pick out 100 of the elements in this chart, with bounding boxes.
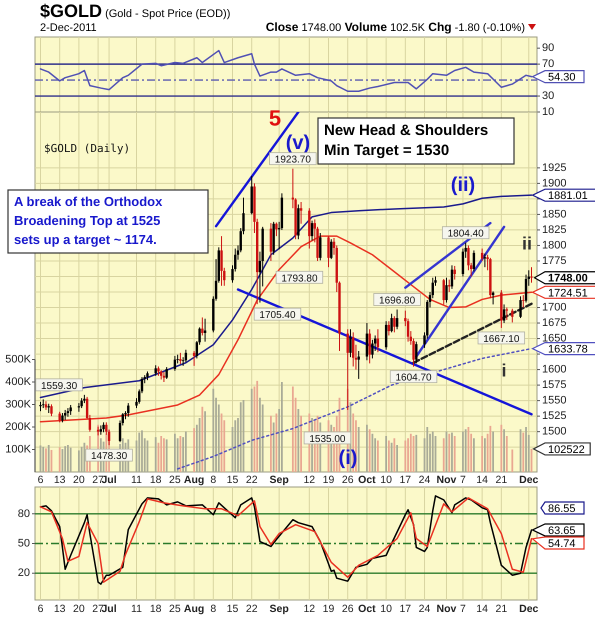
candlestick: [368, 328, 371, 364]
callout-box: New Head & Shoulders Min Target = 1530: [317, 117, 515, 165]
x2-tick-label: 24: [418, 603, 431, 615]
candlestick: [484, 253, 486, 268]
candlestick: [58, 411, 61, 423]
y2-tick-label: 500K: [5, 354, 32, 366]
annotation: ii: [522, 233, 532, 254]
annotation: 1478.30: [90, 451, 128, 462]
candlestick: [61, 412, 64, 423]
candlestick: [165, 366, 168, 380]
y-tick-label: 1650: [542, 332, 566, 345]
annotation: (ii): [450, 174, 476, 196]
annotation: 1667.10: [483, 334, 520, 345]
candlestick: [300, 202, 302, 224]
x-tick-label: 10: [380, 474, 392, 486]
x-tick-label: 24: [418, 474, 431, 486]
annotation: 1804.40: [448, 228, 484, 240]
x2-tick-label: Oct: [358, 603, 376, 615]
annotation: A break of the Orthodox Broadening Top at 1525 sets up a target ~ 1174.: [14, 194, 164, 247]
x-tick-label: 20: [73, 474, 85, 486]
y-tick-label: 80: [18, 508, 30, 520]
y2-tick-label: 300K: [5, 398, 32, 410]
annotation: i: [501, 360, 507, 380]
x2-tick-label: 25: [169, 603, 181, 615]
x-tick-label: 15: [226, 474, 239, 486]
candlestick: [100, 424, 102, 436]
y-tick-label: 1700: [542, 302, 566, 314]
data-label: 1724.51: [548, 287, 588, 300]
chart-subtitle: 2-Dec-2011: [40, 22, 97, 34]
y-tick-label: 1900: [542, 177, 566, 190]
y2-tick-label: 200K: [5, 421, 32, 433]
candlestick: [154, 364, 157, 376]
y-tick-label: 1525: [542, 410, 566, 422]
x2-tick-label: 15: [226, 603, 239, 615]
candlestick: [69, 404, 72, 416]
x2-tick-label: 17: [399, 603, 412, 615]
x-tick-label: 11: [131, 474, 142, 486]
text: 102522: [548, 444, 585, 456]
x-tick-label: 14: [476, 474, 488, 486]
y-tick-label: 1825: [542, 224, 566, 236]
y-tick-label: 1575: [542, 379, 566, 392]
x-tick-label: 25: [169, 474, 181, 486]
candlestick: [472, 250, 476, 272]
y-tick-label: 70: [542, 58, 554, 70]
y-tick-label: 20: [18, 567, 30, 580]
candlestick: [80, 398, 83, 409]
x2-tick-label: 12: [303, 603, 316, 615]
candlestick: [179, 352, 182, 364]
x-tick-label: Sep: [270, 474, 289, 486]
candlestick: [522, 294, 524, 308]
x-tick-label: 8: [210, 474, 216, 486]
text: Close 1748.00: [266, 20, 342, 34]
text: Chg -1.80 (-0.10%): [424, 20, 525, 34]
x-tick-label: Nov: [436, 474, 457, 486]
x2-tick-label: 6: [38, 603, 44, 615]
text: 86.55: [548, 503, 576, 515]
x2-tick-label: 11: [131, 603, 142, 615]
y2-tick-label: 400K: [5, 376, 32, 388]
candlestick: [319, 232, 322, 261]
candlestick: [384, 320, 388, 350]
x2-tick-label: Nov: [436, 603, 457, 615]
x2-tick-label: Aug: [184, 603, 204, 615]
candlestick: [157, 366, 160, 376]
candlestick: [415, 341, 418, 364]
x2-tick-label: 13: [54, 603, 66, 615]
data-label: 1633.78: [548, 344, 588, 356]
candlestick: [442, 278, 445, 305]
y-tick-label: 10: [542, 106, 554, 118]
candlestick: [160, 370, 162, 380]
x2-tick-label: 18: [150, 603, 162, 615]
annotation: 1559.30: [41, 380, 78, 392]
y-tick-label: 90: [542, 42, 554, 54]
candlestick: [127, 402, 130, 418]
annotation: 1535.00: [309, 434, 346, 445]
y-tick-label: 30: [542, 90, 554, 102]
candlestick: [366, 322, 368, 361]
candlestick: [390, 313, 393, 333]
candlestick: [204, 318, 206, 342]
candlestick: [371, 339, 374, 359]
x-tick-label: Dec: [519, 474, 539, 486]
x-tick-label: Oct: [358, 474, 376, 486]
candlestick: [511, 308, 514, 323]
candlestick: [270, 222, 272, 262]
annotation: 1923.70: [274, 154, 312, 166]
x-tick-label: 12: [303, 474, 316, 486]
y-tick-label: 1800: [542, 239, 566, 252]
candlestick: [184, 349, 188, 363]
x-tick-label: 22: [246, 474, 258, 486]
candlestick: [454, 265, 456, 280]
x-tick-label: 26: [342, 474, 354, 486]
candlestick: [330, 238, 332, 260]
x2-tick-label: 20: [73, 603, 85, 615]
y-tick-label: 1675: [542, 317, 566, 330]
annotation: 1604.70: [395, 372, 432, 384]
x-tick-label: 13: [54, 474, 66, 486]
chart-title: $GOLD (Gold - Spot Price (EOD)): [40, 1, 230, 21]
annotation: 1705.40: [259, 310, 296, 322]
text: Volume 102.5K: [341, 20, 426, 34]
candlestick: [102, 422, 105, 433]
y2-tick-label: 100K: [5, 444, 32, 456]
